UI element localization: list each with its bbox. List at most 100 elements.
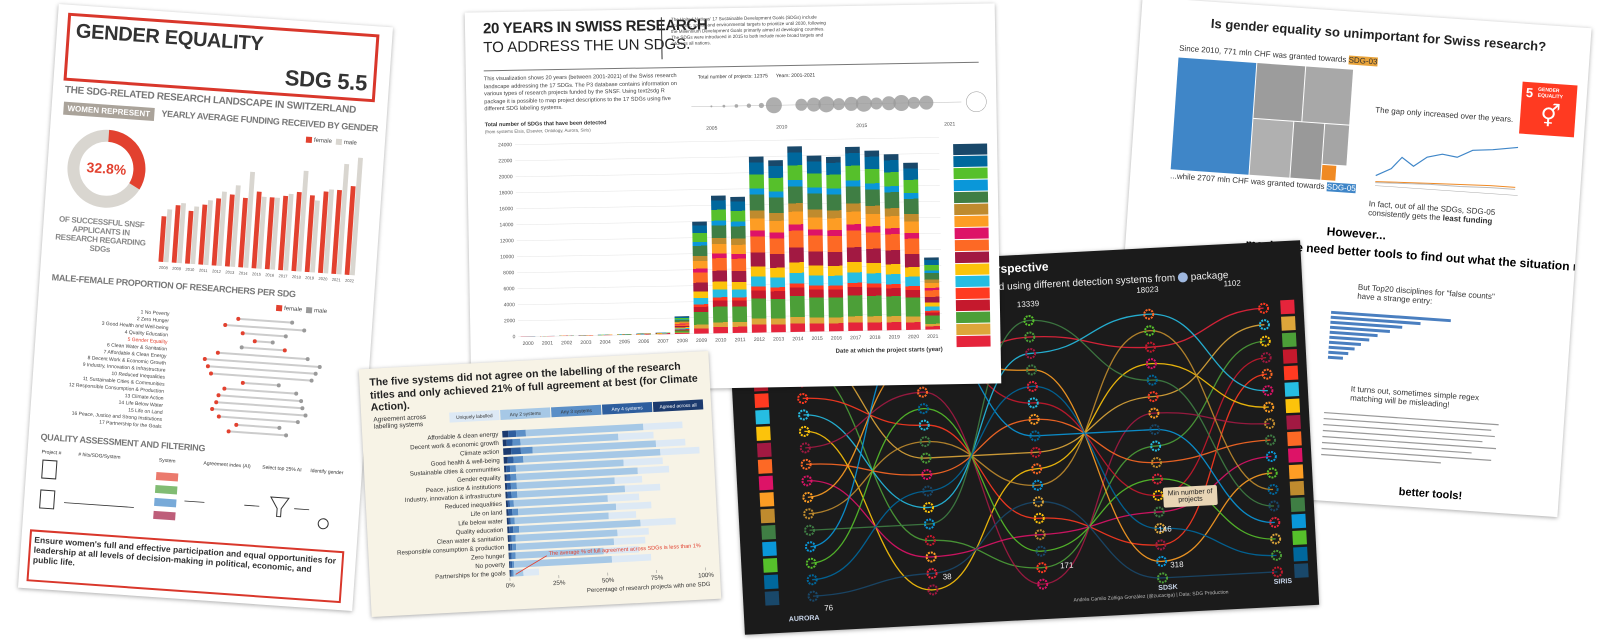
x-tick-label: 75% — [651, 574, 664, 582]
grid-line — [515, 137, 939, 146]
gap-note: The gap only increased over the years. — [1375, 105, 1514, 125]
x-tick-label: 0% — [506, 582, 516, 589]
sdg-square — [754, 393, 770, 408]
bar — [924, 257, 941, 330]
bar — [310, 200, 320, 273]
legend-label: female — [284, 306, 303, 313]
sdg-box — [954, 203, 989, 216]
x-tick-label: 2013 — [225, 269, 235, 275]
y-tick-label: 10000 — [500, 254, 514, 260]
x-tick-label: 2008 — [677, 338, 688, 344]
bubble — [832, 98, 845, 111]
node — [918, 419, 930, 431]
bar — [787, 146, 806, 333]
bubble — [734, 104, 739, 108]
dot — [290, 320, 295, 325]
bar — [243, 171, 256, 268]
bar-segment — [510, 482, 517, 490]
sdg-box — [954, 215, 989, 228]
legend-swatch — [601, 402, 653, 415]
bubble-row: 2005 2010 2015 2021 — [691, 91, 987, 132]
bar-segment — [502, 430, 509, 438]
node — [1267, 483, 1279, 495]
bar — [692, 221, 709, 334]
donut: 32.8% — [67, 129, 146, 208]
annotation-arrow — [515, 555, 547, 575]
x-tick-label: 2020 — [908, 334, 919, 340]
node — [1024, 331, 1036, 343]
y-tick-label: 3 Good Health and Well-being — [101, 321, 168, 332]
node — [1023, 315, 1035, 327]
bar — [597, 334, 613, 336]
bar-segment — [511, 561, 515, 568]
bar — [278, 195, 289, 271]
dot — [284, 433, 289, 438]
node — [1144, 341, 1156, 353]
bar — [864, 150, 883, 331]
y-tick-label: 2 Zero Hunger — [137, 316, 170, 324]
x-tick-label: 2016 — [265, 272, 275, 278]
bar — [198, 204, 208, 265]
sdg-square — [1291, 513, 1307, 529]
legend-label: male — [314, 308, 328, 315]
y-tick-label: Quality education — [455, 527, 504, 537]
node — [1261, 368, 1273, 380]
y-tick-label: 7 Affordable & Clean Energy — [103, 349, 167, 359]
bar-segment — [511, 569, 514, 577]
y-tick-label: Affordable & clean energy — [427, 431, 499, 442]
x-tick-label: 2019 — [889, 334, 900, 340]
node — [803, 508, 815, 520]
bar-segment — [502, 439, 507, 447]
count-label: 318 — [1170, 560, 1184, 570]
treemap-cell — [1290, 121, 1325, 180]
bubble — [870, 97, 883, 110]
pipeline-label: Identify gender — [310, 468, 344, 476]
legend-label: Uniquely labelled — [456, 413, 493, 421]
sdg-box — [953, 191, 989, 204]
bar-segment — [507, 456, 514, 464]
x-tick-label: 2021 — [332, 277, 342, 283]
node — [922, 485, 934, 497]
bar-segment — [512, 543, 517, 551]
y-tick-label: 20000 — [499, 174, 513, 180]
x-tick-label: 2020 — [318, 276, 328, 282]
bar — [655, 332, 671, 335]
bar — [171, 205, 181, 263]
node — [1258, 319, 1270, 331]
node — [799, 442, 811, 454]
y-tick-label: Good health & well-being — [430, 457, 500, 468]
count-label: 13339 — [1017, 299, 1040, 309]
node — [1265, 451, 1277, 463]
document-icon — [41, 459, 58, 480]
legend-swatch — [335, 138, 343, 146]
node — [920, 452, 932, 464]
treemap — [1170, 57, 1354, 181]
y-tick-label: No poverty — [475, 561, 506, 570]
bar-segment — [510, 473, 517, 481]
node — [807, 590, 819, 602]
sdg-box — [954, 227, 989, 240]
bubble-year: 2005 — [706, 126, 717, 132]
connector — [207, 365, 316, 375]
node — [1143, 308, 1155, 320]
y-tick-label: 5 Gender Equality — [127, 337, 168, 346]
y-tick-label: 2000 — [504, 318, 515, 324]
slide-card: Is gender equality so unimportant for Sw… — [1108, 0, 1592, 518]
flow-line — [810, 325, 1275, 548]
system-label: AURORA — [789, 615, 820, 624]
bar — [1329, 325, 1391, 333]
bar-segment — [624, 483, 661, 493]
sdg-square — [1280, 299, 1295, 315]
women-label: WOMEN REPRESENT — [63, 101, 155, 121]
bar — [256, 196, 267, 269]
x-tick-label: 2000 — [523, 341, 534, 347]
dot — [202, 356, 207, 361]
y-tick-label: 22000 — [498, 158, 512, 164]
x-tick-label: 2010 — [715, 337, 726, 343]
bar-segment — [504, 474, 507, 482]
node — [1036, 562, 1048, 574]
sdg-box — [954, 251, 990, 264]
x-tick-label: 25% — [553, 579, 566, 587]
bar-segment — [509, 526, 514, 534]
